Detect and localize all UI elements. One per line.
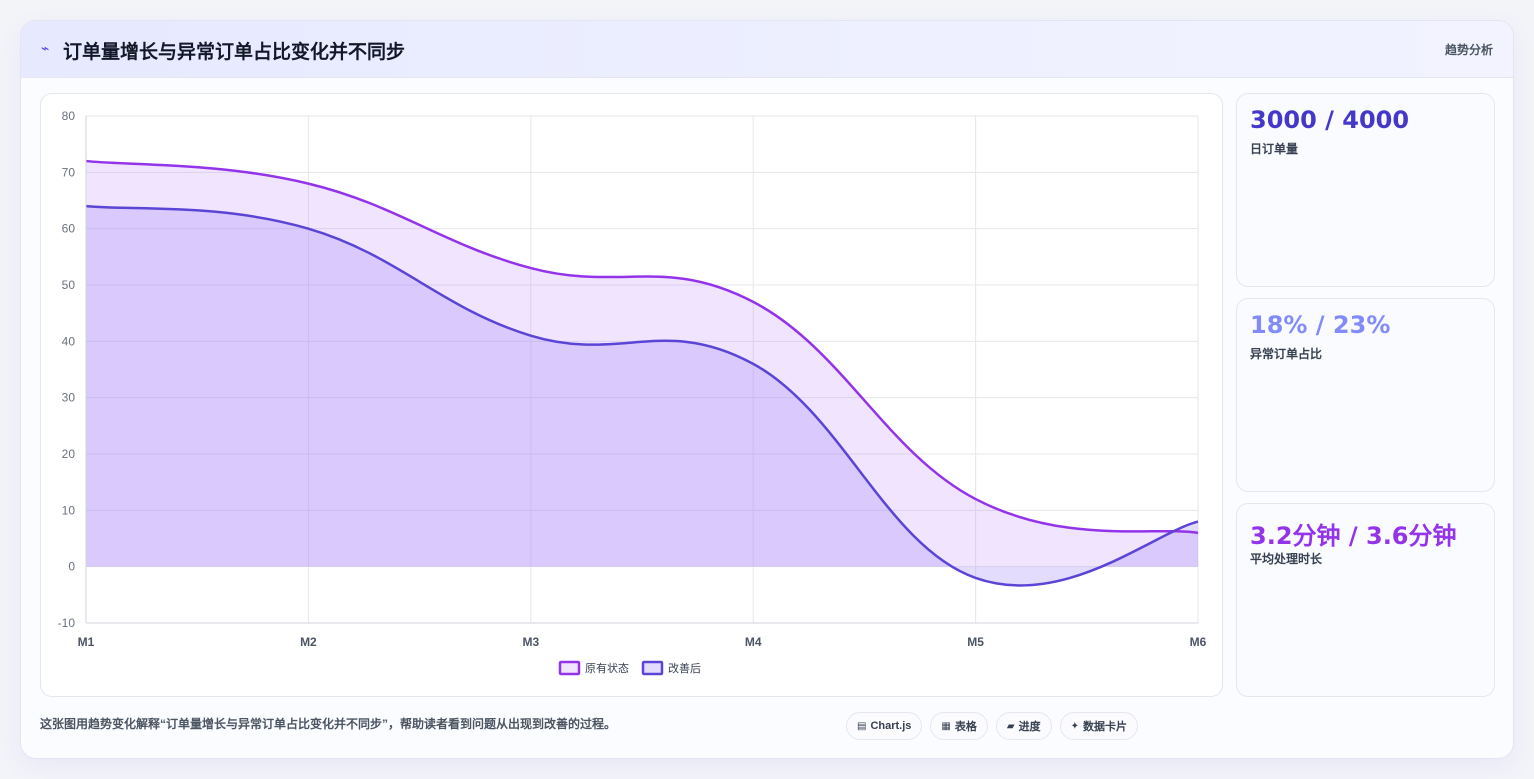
stat-card-avg-handling-time: 3.2分钟 / 3.6分钟 平均处理时长 xyxy=(1236,503,1495,697)
card-header: ⌁ 订单量增长与异常订单占比变化并不同步 趋势分析 xyxy=(21,21,1513,78)
chart-description: 这张图用趋势变化解释“订单量增长与异常订单占比变化并不同步”，帮助读者看到问题从… xyxy=(40,717,617,731)
chip-chartjs[interactable]: ▤ Chart.js xyxy=(846,712,923,740)
chip-label: 进度 xyxy=(1018,721,1041,733)
trend-line-icon: ⌁ xyxy=(41,40,50,56)
legend-swatch xyxy=(558,660,581,676)
x-tick-label: M4 xyxy=(745,635,762,649)
stat-card-abnormal-ratio: 18% / 23% 异常订单占比 xyxy=(1236,298,1495,492)
chip-data-card[interactable]: ✦ 数据卡片 xyxy=(1059,712,1138,740)
category-tag: 趋势分析 xyxy=(1444,43,1493,57)
series-line-1 xyxy=(85,204,1199,587)
stat-card-daily-orders: 3000 / 4000 日订单量 xyxy=(1236,93,1495,287)
y-tick-label: 10 xyxy=(62,503,76,517)
data-card-icon: ✦ xyxy=(1070,720,1079,732)
y-tick-label: 20 xyxy=(62,447,76,461)
x-tick-label: M1 xyxy=(78,635,95,649)
legend-swatch xyxy=(641,660,664,676)
series-area-0 xyxy=(86,161,1198,567)
stat-label: 异常订单占比 xyxy=(1250,347,1323,361)
y-tick-label: 40 xyxy=(62,334,76,348)
x-tick-label: M2 xyxy=(300,635,317,649)
chart-card: ⌁ 订单量增长与异常订单占比变化并不同步 趋势分析 80 70 60 50 40 30 20… xyxy=(20,20,1514,759)
table-icon: ▦ xyxy=(941,720,951,732)
progress-icon: ▰ xyxy=(1006,720,1015,732)
y-tick-label: 70 xyxy=(62,165,76,179)
x-tick-label: M5 xyxy=(967,635,984,649)
stat-value: 3.2分钟 / 3.6分钟 xyxy=(1250,522,1457,550)
stat-value: 3000 / 4000 xyxy=(1250,106,1410,134)
stat-label: 日订单量 xyxy=(1250,142,1299,156)
y-tick-label: 30 xyxy=(62,391,76,405)
chip-label: 表格 xyxy=(954,721,977,733)
tech-chips: ▤ Chart.js ▦ 表格 ▰ 进度 ✦ 数据卡片 xyxy=(846,712,1138,740)
series-area-1 xyxy=(86,206,1198,586)
y-tick-label: 80 xyxy=(62,109,76,123)
page-title: 订单量增长与异常订单占比变化并不同步 xyxy=(63,42,406,63)
x-tick-label: M6 xyxy=(1190,635,1207,649)
stat-value: 18% / 23% xyxy=(1250,311,1391,339)
legend-label: 原有状态 xyxy=(585,661,629,675)
series-line-0 xyxy=(85,159,1199,535)
y-tick-label: 60 xyxy=(62,222,76,236)
legend-label: 改善后 xyxy=(668,661,701,675)
chip-label: Chart.js xyxy=(870,720,912,732)
chip-table[interactable]: ▦ 表格 xyxy=(930,712,988,740)
chart-panel: 80 70 60 50 40 30 20 10 0 -10 M1 M2 M3 M4 M5 M6 原有状态 改善后 xyxy=(40,93,1223,697)
chip-label: 数据卡片 xyxy=(1082,721,1127,733)
stat-label: 平均处理时长 xyxy=(1250,552,1323,566)
y-tick-label: -10 xyxy=(58,616,76,630)
x-tick-label: M3 xyxy=(522,635,539,649)
y-tick-label: 0 xyxy=(68,560,75,574)
chip-progress[interactable]: ▰ 进度 xyxy=(995,712,1052,740)
chart-icon: ▤ xyxy=(857,720,867,732)
y-tick-label: 50 xyxy=(62,278,76,292)
